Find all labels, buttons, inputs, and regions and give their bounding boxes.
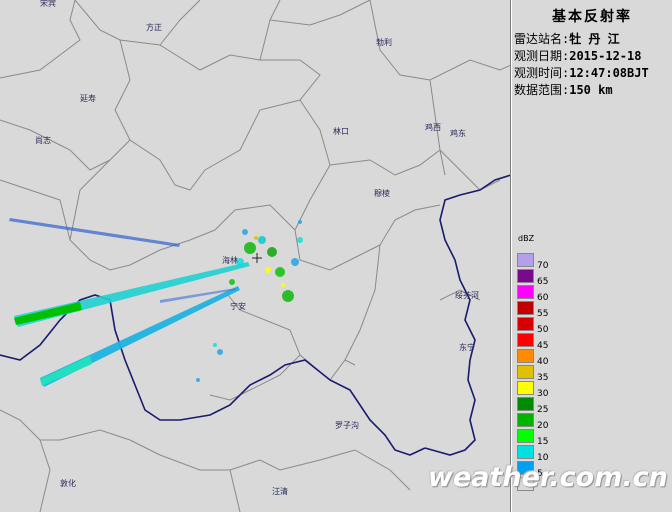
legend-swatch — [517, 269, 534, 283]
map-boundaries — [0, 0, 510, 512]
legend-label: 5 — [537, 469, 543, 479]
place-label-suifenhe: 绥芬河 — [455, 291, 479, 300]
legend-label: 50 — [537, 325, 549, 335]
legend-swatch — [517, 477, 534, 491]
legend-swatch — [517, 429, 534, 443]
legend-label: 65 — [537, 277, 549, 287]
place-label-shangzhi: 尚志 — [35, 136, 51, 145]
place-label-linkou: 林口 — [333, 127, 349, 136]
info-row-station: 雷达站名:牡 丹 江 — [514, 30, 620, 47]
watermark-logo: weather.com.cn — [428, 462, 668, 493]
place-label-dunhua: 敦化 — [60, 479, 76, 488]
place-label-jidong: 鸡东 — [450, 129, 466, 138]
place-label-yanshou: 延寿 — [80, 94, 96, 103]
place-label-jixi: 鸡西 — [425, 123, 441, 132]
place-label-hailin: 海林 — [222, 256, 238, 265]
legend-label: 25 — [537, 405, 549, 415]
info-row-range: 数据范围:150 km — [514, 81, 613, 98]
place-label-luozigou: 罗子沟 — [335, 421, 359, 430]
legend-swatch — [517, 461, 534, 475]
legend-swatch — [517, 317, 534, 331]
info-row-time: 观测时间:12:47:08BJT — [514, 64, 649, 81]
station-value: 牡 丹 江 — [569, 32, 620, 46]
legend-label: 70 — [537, 261, 549, 271]
info-panel: 基本反射率 雷达站名:牡 丹 江 观测日期:2015-12-18 观测时间:12… — [512, 0, 672, 512]
date-label: 观测日期: — [514, 49, 570, 63]
legend-swatch — [517, 301, 534, 315]
legend-swatch — [517, 333, 534, 347]
legend-swatch — [517, 413, 534, 427]
legend-label: 20 — [537, 421, 549, 431]
legend-label: 40 — [537, 357, 549, 367]
legend-label: 45 — [537, 341, 549, 351]
info-row-date: 观测日期:2015-12-18 — [514, 47, 641, 64]
legend-label: 10 — [537, 453, 549, 463]
product-title: 基本反射率 — [552, 9, 632, 25]
place-label-dongning: 东宁 — [459, 343, 475, 352]
legend-label: 30 — [537, 389, 549, 399]
legend-swatch — [517, 285, 534, 299]
place-label-boli: 勃利 — [376, 38, 392, 47]
legend-label: 60 — [537, 293, 549, 303]
legend-swatch — [517, 445, 534, 459]
legend-label: 15 — [537, 437, 549, 447]
place-label-muling: 穆棱 — [374, 189, 390, 198]
legend-swatch — [517, 349, 534, 363]
time-label: 观测时间: — [514, 66, 570, 80]
place-label-ningan: 宁安 — [230, 302, 246, 311]
place-label-fangzheng: 方正 — [146, 23, 162, 32]
legend-label: 35 — [537, 373, 549, 383]
legend-label: 55 — [537, 309, 549, 319]
date-value: 2015-12-18 — [569, 49, 642, 63]
legend-swatch — [517, 253, 534, 267]
legend-swatch — [517, 381, 534, 395]
place-label-wangqing: 汪清 — [272, 487, 288, 496]
range-value: 150 km — [569, 83, 613, 97]
time-value: 12:47:08BJT — [569, 66, 649, 80]
range-label: 数据范围: — [514, 83, 570, 97]
radar-map: 宋宾 方正 勃利 延寿 尚志 林口 鸡西 鸡东 穆棱 海林 宁安 绥芬河 东宁 … — [0, 0, 511, 512]
station-label: 雷达站名: — [514, 32, 570, 46]
legend-unit: dBZ — [518, 234, 535, 243]
legend-swatch — [517, 397, 534, 411]
legend-swatch — [517, 365, 534, 379]
place-label-songbin: 宋宾 — [40, 0, 56, 8]
